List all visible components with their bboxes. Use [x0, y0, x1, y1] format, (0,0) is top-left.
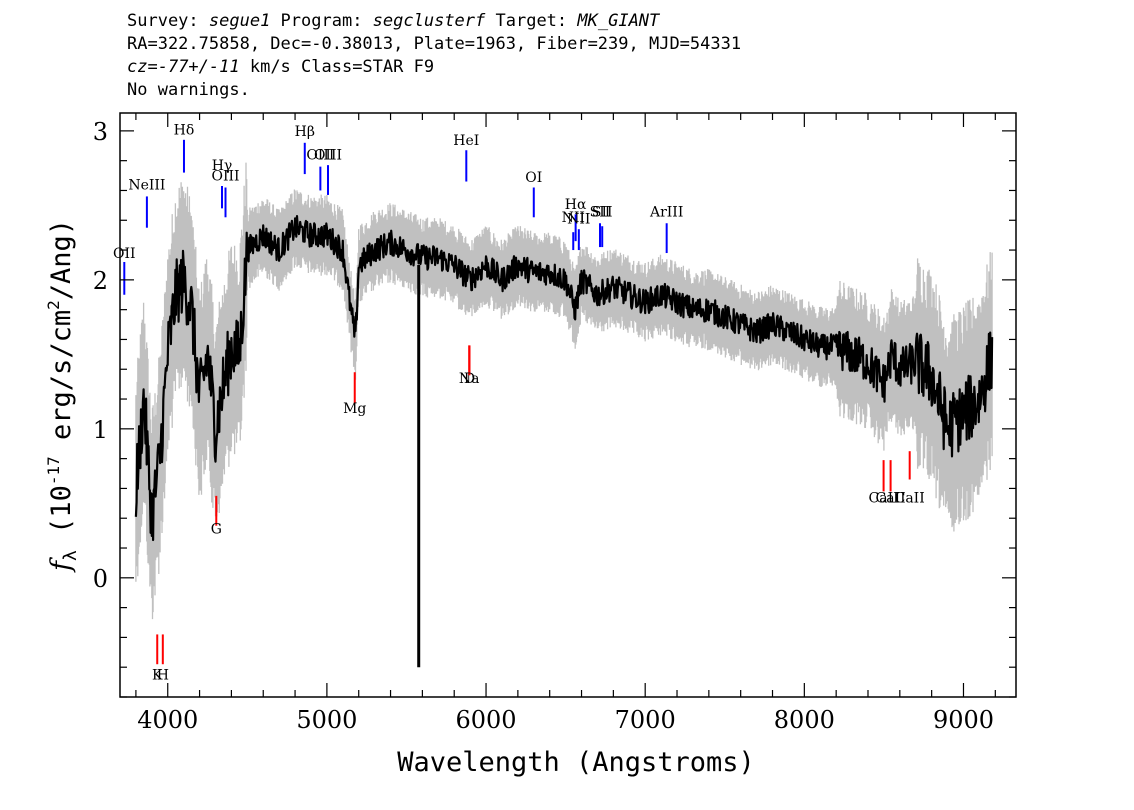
emission-line-label: NII: [562, 210, 585, 226]
survey-label: Survey:: [127, 11, 209, 31]
emission-line-label: SII: [592, 204, 613, 220]
emission-line-label: Hα: [565, 197, 587, 213]
program-value: segclusterf: [372, 11, 486, 31]
flux-spectrum: [134, 215, 994, 668]
x-tick-label: 8000: [774, 706, 835, 734]
class-text: km/s Class=STAR F9: [239, 57, 435, 77]
emission-line-label: OII: [113, 246, 136, 262]
absorption-line-label: CaII: [876, 490, 906, 506]
emission-line-label: NII: [567, 212, 590, 228]
plot-frame: [119, 112, 1017, 698]
absorption-line-label: CaII: [869, 490, 899, 506]
x-axis-label: Wavelength (Angstroms): [397, 747, 755, 778]
y-tick-label: 2: [93, 267, 108, 295]
ylabel-exp2: 2: [44, 300, 63, 310]
cz-value: =-77+/-11: [147, 57, 240, 77]
program-label: Program:: [270, 11, 373, 31]
ylabel-f: f: [46, 557, 77, 573]
survey-value: segue1: [208, 11, 271, 31]
ylabel-post: /Ang): [46, 219, 77, 300]
target-label: Target:: [485, 11, 578, 31]
emission-line-label: OI: [525, 170, 542, 186]
ylabel-mid: erg/s/cm: [46, 310, 77, 456]
absorption-line-label: Na: [459, 371, 480, 387]
x-tick-label: 7000: [615, 706, 676, 734]
absorption-line-label: H: [157, 668, 169, 684]
x-tick-label: 4000: [137, 706, 198, 734]
absorption-line-label: G: [211, 522, 222, 538]
emission-line-label: OIII: [306, 148, 334, 164]
ylabel-pre: (10: [46, 485, 77, 550]
header-line-3: cz=-77+/-11 km/s Class=STAR F9: [127, 56, 741, 79]
x-tick-label: 5000: [296, 706, 357, 734]
x-tick-label: 9000: [933, 706, 994, 734]
axes: 4000 5000 6000 7000 8000 9000 0 1 2 3: [93, 112, 1017, 734]
y-axis-label: fλ (10-17 erg/s/cm2/Ang): [44, 219, 81, 573]
emission-line-label: Hγ: [212, 158, 233, 174]
y-tick-label: 0: [93, 565, 108, 593]
emission-line-label: OIII: [211, 169, 239, 185]
emission-line-label: NeIII: [128, 177, 165, 193]
emission-line-label: OIII: [314, 148, 342, 164]
emission-line-label: HeI: [453, 133, 479, 149]
emission-line-label: Hδ: [174, 122, 195, 138]
y-tick-label: 3: [93, 118, 108, 146]
x-tick-label: 6000: [456, 706, 517, 734]
absorption-line-label: K: [152, 668, 163, 684]
spectrum-header: Survey: segue1 Program: segclusterf Targ…: [127, 10, 741, 102]
absorption-line-label: CaII: [895, 490, 925, 506]
header-line-1: Survey: segue1 Program: segclusterf Targ…: [127, 10, 741, 33]
absorption-line-label: Mg: [343, 401, 366, 417]
target-value: MK_GIANT: [577, 11, 660, 31]
ylabel-exp1: -17: [44, 456, 63, 485]
ylabel-lambda: λ: [60, 550, 81, 561]
axis-labels: Wavelength (Angstroms) fλ (10-17 erg/s/cm…: [44, 219, 755, 778]
flux-line: [134, 215, 994, 542]
cz-label: cz: [127, 57, 148, 77]
emission-line-label: SII: [590, 204, 611, 220]
emission-line-label: Hβ: [295, 124, 315, 140]
header-line-4: No warnings.: [127, 80, 250, 100]
absorption-line-label: D: [464, 371, 475, 387]
y-tick-label: 1: [93, 416, 108, 444]
emission-line-label: ArIII: [649, 204, 683, 220]
header-line-2: RA=322.75858, Dec=-0.38013, Plate=1963, …: [127, 34, 742, 54]
